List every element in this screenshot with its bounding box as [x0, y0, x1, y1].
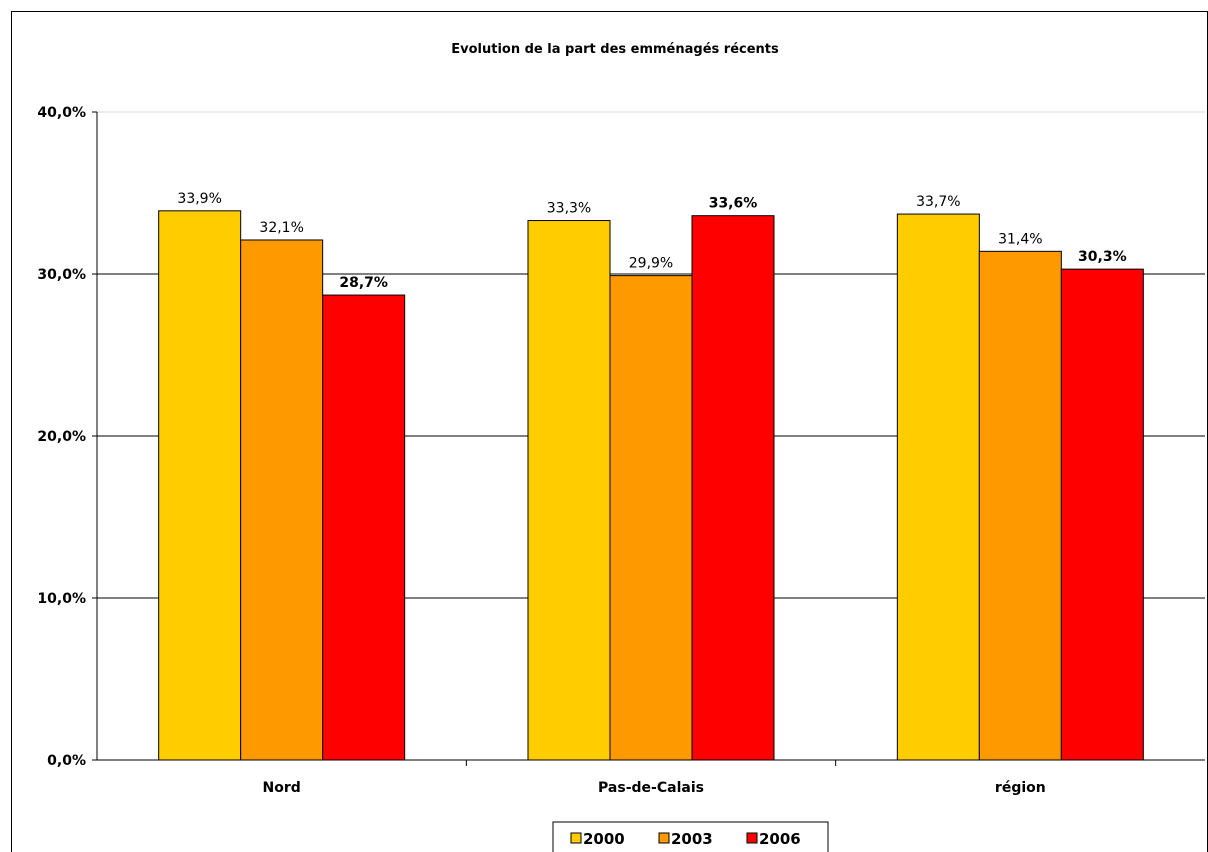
x-tick-label: Pas-de-Calais — [598, 780, 704, 796]
data-label: 28,7% — [339, 275, 388, 291]
x-tick-label: région — [995, 780, 1046, 796]
data-label: 31,4% — [998, 231, 1042, 247]
bars — [158, 210, 1144, 761]
bar-2000 — [158, 210, 242, 761]
legend-swatch — [658, 832, 670, 844]
legend-label: 2006 — [759, 830, 801, 848]
legend: 2000 2003 2006 — [552, 821, 829, 852]
y-tick-label: 30,0% — [37, 267, 86, 283]
x-tick-label: Nord — [263, 780, 301, 796]
legend-box — [552, 821, 829, 852]
chart-title: Evolution de la part des emménagés récen… — [451, 42, 779, 57]
data-label: 29,9% — [629, 256, 673, 272]
data-label: 33,9% — [177, 191, 221, 207]
data-labels: 33,9% 32,1% 28,7% 33,3% 29,9% 33,6% 33,7% 31,4%… — [177, 191, 1126, 291]
legend-swatch — [746, 832, 758, 844]
bar-2003 — [978, 250, 1062, 761]
data-label: 32,1% — [259, 220, 303, 236]
legend-swatch — [570, 832, 582, 844]
legend-label: 2000 — [583, 830, 625, 848]
data-label: 30,3% — [1078, 249, 1127, 265]
bar-2006 — [322, 294, 406, 761]
data-label: 33,6% — [709, 196, 758, 212]
bar-2000 — [896, 213, 980, 761]
bar-2006 — [1060, 268, 1144, 761]
y-tick-label: 10,0% — [37, 591, 86, 607]
bar-2003 — [609, 275, 693, 761]
bar-2003 — [240, 239, 324, 761]
bar-2006 — [691, 215, 775, 761]
y-tick-label: 0,0% — [47, 753, 86, 769]
legend-label: 2003 — [671, 830, 713, 848]
data-label: 33,3% — [547, 201, 591, 217]
bar-2000 — [527, 220, 611, 761]
data-label: 33,7% — [916, 194, 960, 210]
y-tick-label: 40,0% — [37, 105, 86, 121]
y-tick-label: 20,0% — [37, 429, 86, 445]
